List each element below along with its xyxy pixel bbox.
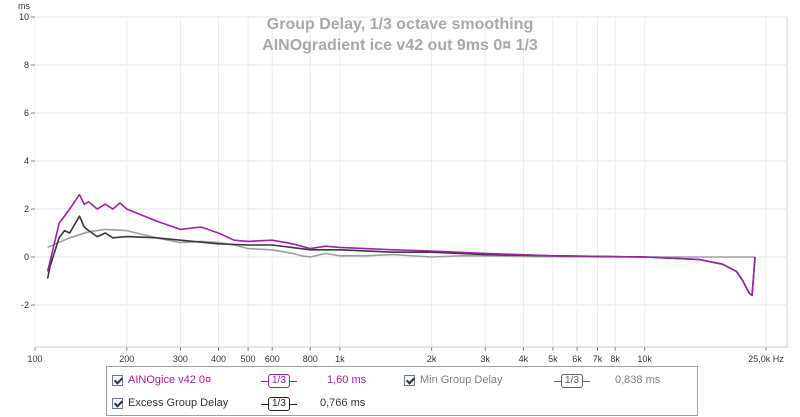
x-tick-label: 500 — [241, 354, 256, 364]
plot-background — [34, 16, 788, 348]
x-axis-ticks: 100 200 300 400 500 600 800 1k 2k 3k 4k 5k 6k 7k 8k 10k… — [27, 347, 784, 364]
y-tick-label: -2 — [21, 300, 29, 310]
smoothing-aino[interactable]: 1/3 — [261, 374, 297, 388]
y-tick-label: 10 — [19, 12, 29, 22]
legend-value-excess-gd: 0,766 ms — [320, 397, 366, 409]
x-tick-label: 2k — [427, 354, 437, 364]
checkbox-icon[interactable] — [112, 374, 123, 386]
legend-label-aino: AINOgice v42 0¤ — [128, 374, 212, 386]
chart-subtitle: AINOgradient ice v42 out 9ms 0¤ 1/3 — [262, 37, 538, 54]
x-tick-label: 4k — [519, 354, 529, 364]
checkbox-icon[interactable] — [112, 397, 123, 409]
legend-value-aino: 1,60 ms — [327, 374, 367, 386]
series-line-0 — [47, 228, 755, 258]
legend-item-min-gd[interactable]: Min Group Delay — [404, 372, 503, 388]
x-tick-label: 5k — [548, 354, 558, 364]
x-tick-label: 1k — [335, 354, 345, 364]
x-tick-label: 8k — [610, 354, 620, 364]
x-tick-label: 7k — [593, 354, 603, 364]
x-tick-label: 3k — [481, 354, 491, 364]
legend-item-aino[interactable]: AINOgice v42 0¤ — [112, 372, 211, 388]
x-tick-label: 100 — [27, 354, 42, 364]
grid-lines — [34, 16, 787, 347]
legend-label-min-gd: Min Group Delay — [420, 374, 503, 386]
x-tick-label: 600 — [265, 354, 280, 364]
y-axis-label: ms — [18, 1, 30, 11]
checkbox-icon[interactable] — [404, 374, 415, 386]
y-tick-label: 8 — [24, 60, 29, 70]
smoothing-value-aino: 1/3 — [268, 374, 290, 388]
smoothing-excess-gd[interactable]: 1/3 — [261, 397, 297, 411]
x-tick-label: 10k — [637, 354, 652, 364]
x-tick-label: 400 — [211, 354, 226, 364]
smoothing-value-excess-gd: 1/3 — [268, 397, 290, 411]
smoothing-value-min-gd: 1/3 — [561, 374, 583, 388]
x-tick-label: 6k — [572, 354, 582, 364]
series-lines — [46, 193, 756, 297]
y-tick-label: 6 — [24, 108, 29, 118]
series-line-2 — [46, 193, 756, 297]
y-tick-label: 0 — [24, 252, 29, 262]
x-tick-label: 200 — [119, 354, 134, 364]
y-tick-label: 4 — [24, 156, 29, 166]
x-tick-label: 25,0k Hz — [748, 354, 784, 364]
y-tick-label: 2 — [24, 204, 29, 214]
chart-title: Group Delay, 1/3 octave smoothing — [267, 16, 533, 33]
y-axis-ticks: -2 0 2 4 6 8 10 — [19, 12, 35, 310]
legend-value-min-gd: 0,838 ms — [615, 374, 661, 386]
smoothing-min-gd[interactable]: 1/3 — [554, 374, 590, 388]
legend: AINOgice v42 0¤ 1/3 1,60 ms Min Group De… — [106, 366, 698, 416]
legend-item-excess-gd[interactable]: Excess Group Delay — [112, 395, 228, 411]
x-tick-label: 300 — [173, 354, 188, 364]
x-tick-label: 800 — [303, 354, 318, 364]
legend-label-excess-gd: Excess Group Delay — [128, 397, 229, 409]
